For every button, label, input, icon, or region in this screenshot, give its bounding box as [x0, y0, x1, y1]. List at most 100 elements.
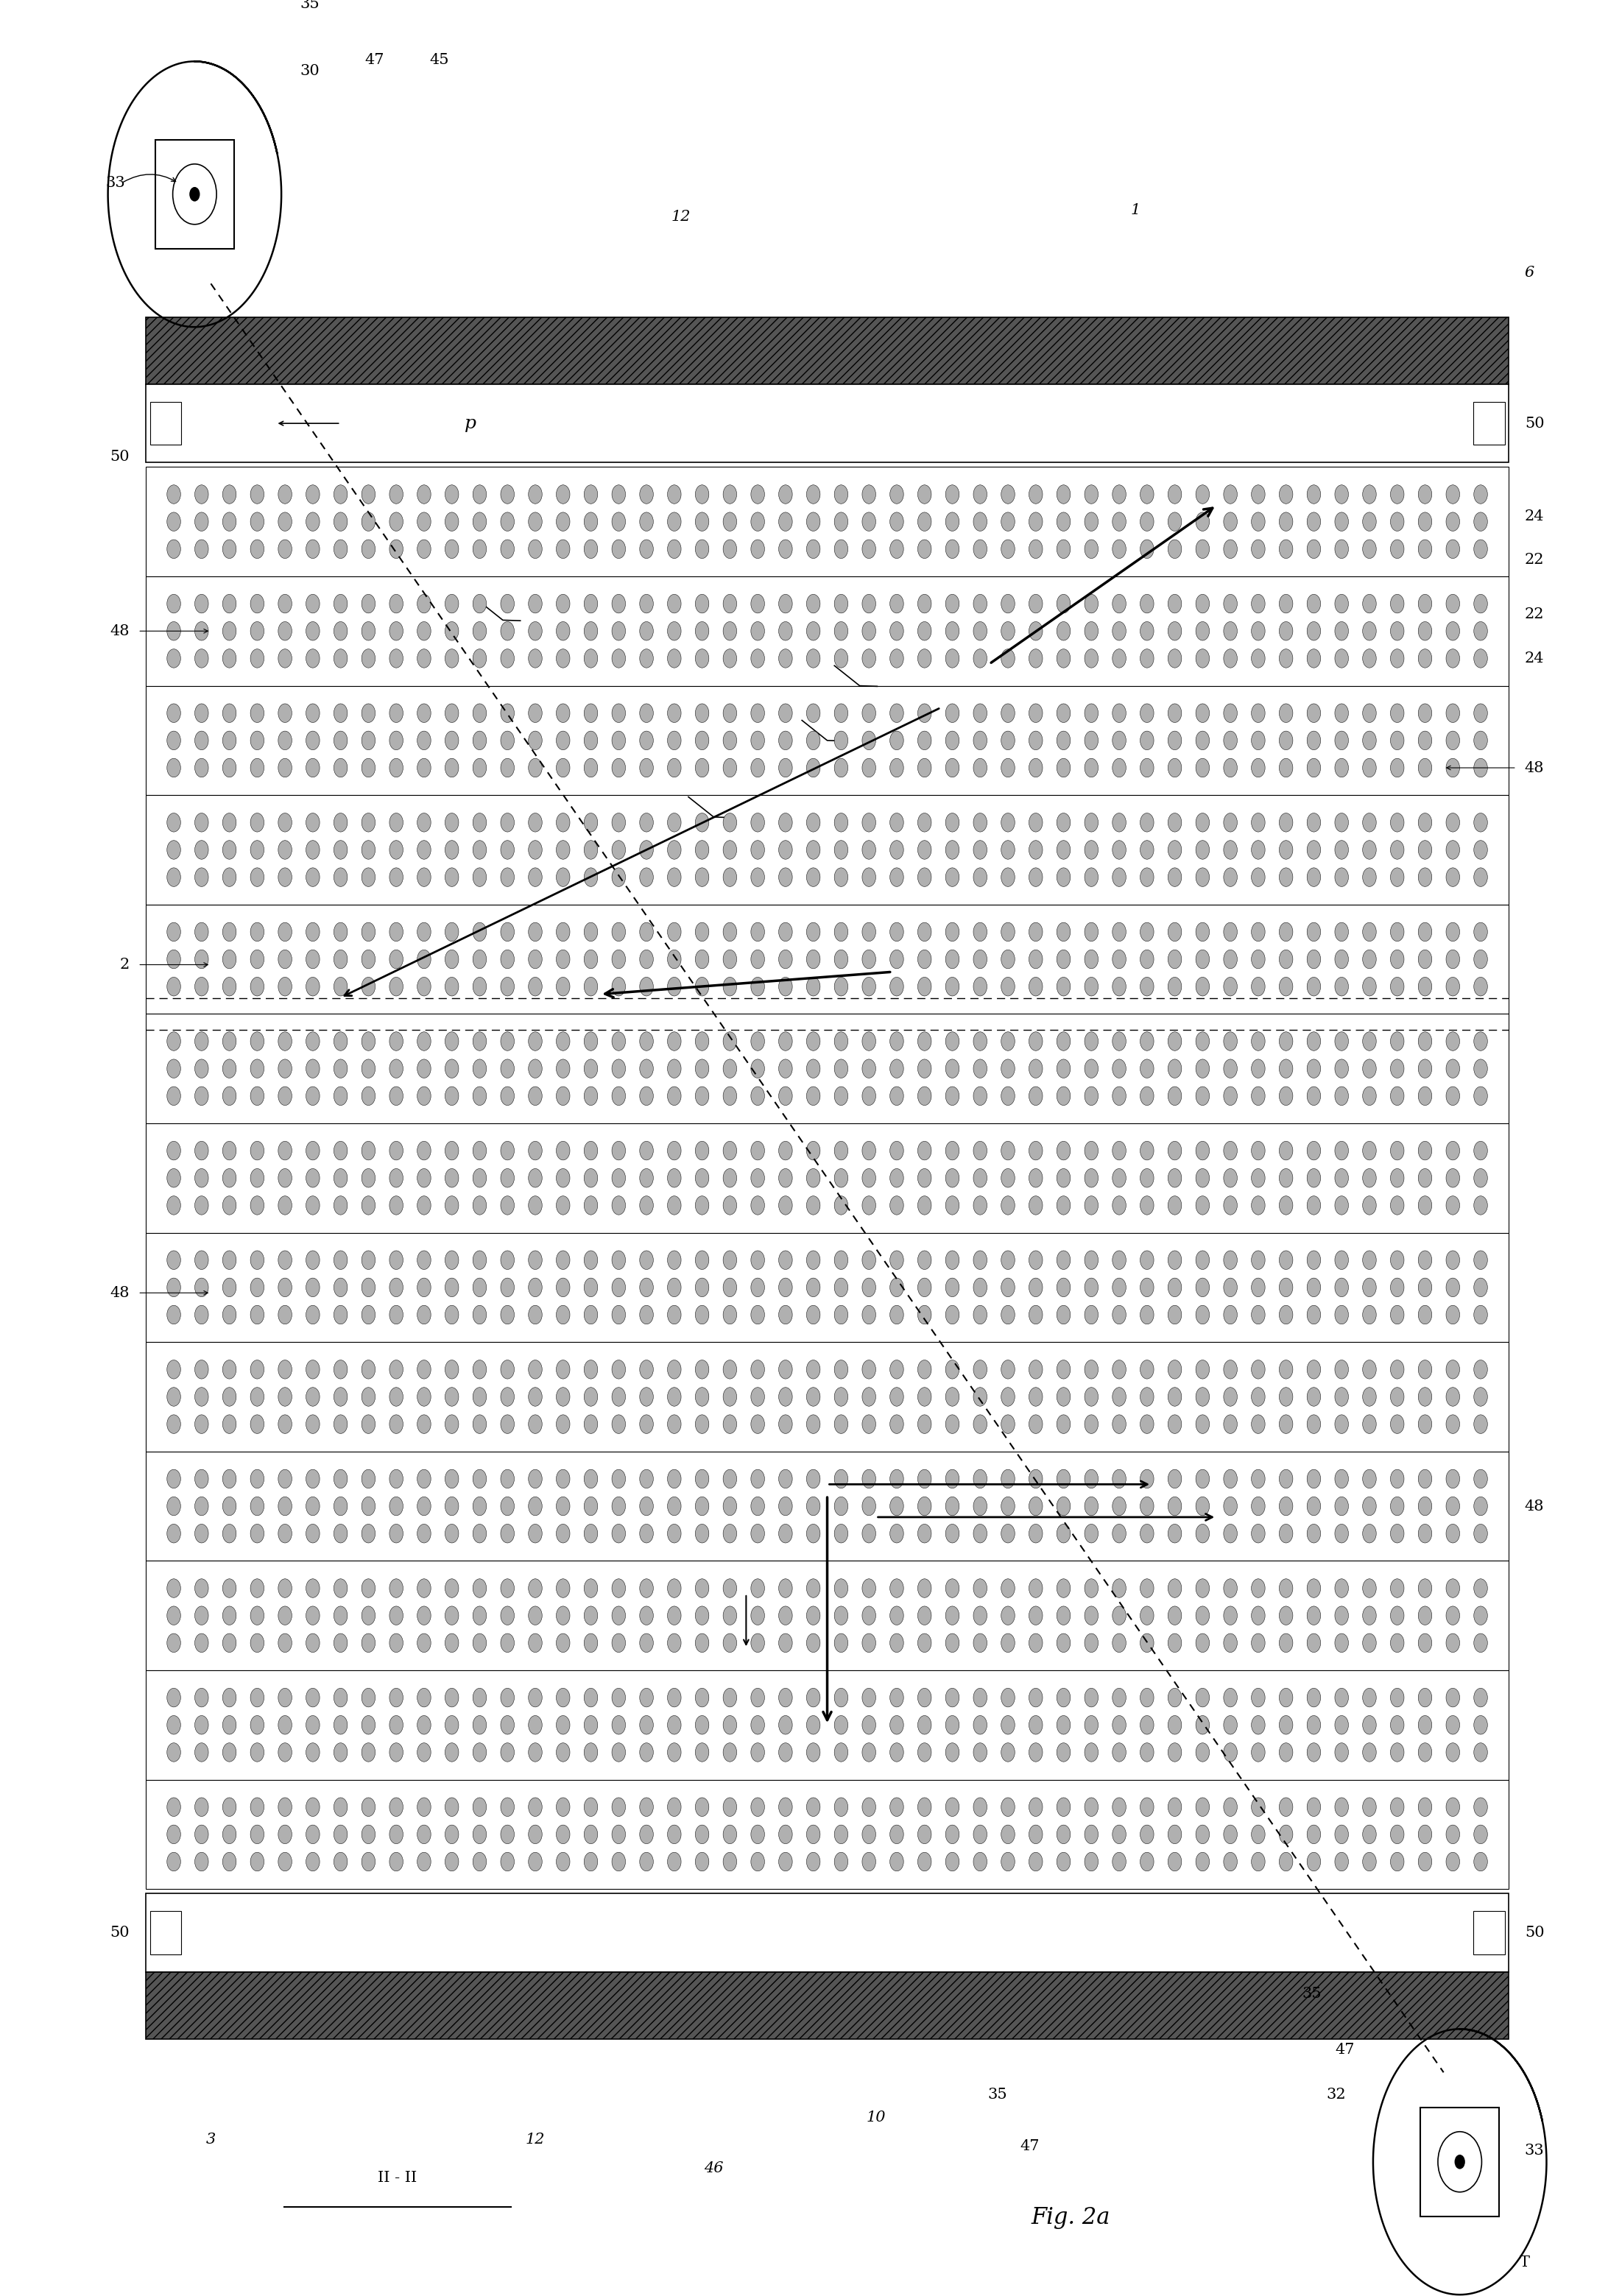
Circle shape — [863, 703, 876, 723]
Circle shape — [751, 484, 764, 503]
Circle shape — [307, 1169, 320, 1187]
Text: II - II: II - II — [378, 2170, 417, 2183]
Circle shape — [1140, 1359, 1153, 1380]
Circle shape — [806, 1607, 821, 1626]
Circle shape — [444, 813, 459, 831]
Text: 50: 50 — [1525, 416, 1544, 429]
Circle shape — [863, 1743, 876, 1761]
Circle shape — [834, 868, 848, 886]
Circle shape — [362, 1688, 375, 1706]
Circle shape — [1140, 1632, 1153, 1653]
Circle shape — [1418, 1086, 1432, 1104]
Circle shape — [1195, 1086, 1210, 1104]
Circle shape — [1140, 1141, 1153, 1159]
Circle shape — [501, 1497, 514, 1515]
Circle shape — [529, 923, 542, 941]
Circle shape — [1113, 1031, 1126, 1052]
Circle shape — [1280, 951, 1293, 969]
Circle shape — [1168, 1497, 1181, 1515]
Circle shape — [1307, 813, 1320, 831]
Circle shape — [1001, 1196, 1015, 1215]
Circle shape — [501, 758, 514, 776]
Circle shape — [696, 758, 709, 776]
Circle shape — [1335, 1853, 1348, 1871]
Circle shape — [946, 1086, 959, 1104]
Circle shape — [1195, 622, 1210, 641]
Circle shape — [1280, 1196, 1293, 1215]
Circle shape — [1223, 650, 1238, 668]
Circle shape — [973, 923, 986, 941]
Circle shape — [1085, 813, 1098, 831]
Circle shape — [1307, 951, 1320, 969]
Circle shape — [611, 730, 626, 751]
Circle shape — [529, 703, 542, 723]
Circle shape — [529, 1058, 542, 1079]
Circle shape — [834, 978, 848, 996]
Circle shape — [1168, 650, 1181, 668]
Circle shape — [279, 595, 292, 613]
Circle shape — [279, 813, 292, 831]
Circle shape — [501, 1387, 514, 1405]
Circle shape — [611, 1469, 626, 1488]
Circle shape — [611, 1580, 626, 1598]
Circle shape — [444, 1086, 459, 1104]
Circle shape — [474, 868, 487, 886]
Circle shape — [334, 1086, 347, 1104]
Circle shape — [946, 1688, 959, 1706]
Circle shape — [1195, 1469, 1210, 1488]
Circle shape — [751, 730, 764, 751]
Circle shape — [1474, 1031, 1487, 1052]
Bar — [146, 1233, 1508, 1343]
Circle shape — [362, 703, 375, 723]
Circle shape — [1140, 923, 1153, 941]
Circle shape — [696, 512, 709, 530]
Circle shape — [250, 1251, 264, 1270]
Circle shape — [1223, 1359, 1238, 1380]
Circle shape — [751, 1086, 764, 1104]
Circle shape — [222, 1580, 237, 1598]
Circle shape — [918, 1632, 931, 1653]
Circle shape — [1223, 1688, 1238, 1706]
Circle shape — [195, 650, 208, 668]
Circle shape — [918, 1251, 931, 1270]
Circle shape — [584, 1414, 597, 1433]
Circle shape — [1307, 923, 1320, 941]
Circle shape — [556, 1141, 569, 1159]
Circle shape — [556, 1743, 569, 1761]
Circle shape — [834, 484, 848, 503]
Circle shape — [890, 923, 903, 941]
Circle shape — [611, 1058, 626, 1079]
Circle shape — [1335, 813, 1348, 831]
Circle shape — [501, 622, 514, 641]
Circle shape — [1418, 1580, 1432, 1598]
Circle shape — [529, 758, 542, 776]
Circle shape — [723, 703, 736, 723]
Circle shape — [806, 1715, 821, 1733]
Circle shape — [668, 1798, 681, 1816]
Circle shape — [918, 840, 931, 859]
Bar — [149, 402, 182, 445]
Circle shape — [529, 1580, 542, 1598]
Circle shape — [611, 923, 626, 941]
Circle shape — [611, 1688, 626, 1706]
Text: 48: 48 — [1525, 760, 1544, 774]
Circle shape — [834, 840, 848, 859]
Circle shape — [890, 1251, 903, 1270]
Circle shape — [806, 1798, 821, 1816]
Circle shape — [611, 1632, 626, 1653]
Circle shape — [834, 512, 848, 530]
Circle shape — [389, 540, 402, 558]
Circle shape — [918, 1798, 931, 1816]
Circle shape — [863, 813, 876, 831]
Circle shape — [1085, 484, 1098, 503]
Circle shape — [584, 622, 597, 641]
Circle shape — [195, 923, 208, 941]
Circle shape — [1252, 1853, 1265, 1871]
Circle shape — [918, 951, 931, 969]
Circle shape — [1168, 1607, 1181, 1626]
Circle shape — [1168, 868, 1181, 886]
Circle shape — [1474, 1414, 1487, 1433]
Circle shape — [222, 813, 237, 831]
Circle shape — [1418, 650, 1432, 668]
Circle shape — [584, 730, 597, 751]
